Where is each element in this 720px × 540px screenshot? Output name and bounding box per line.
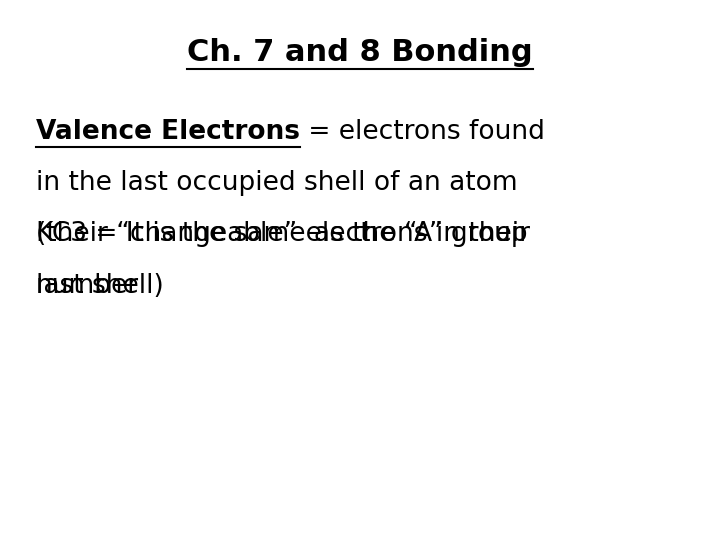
Text: = electrons found: = electrons found	[300, 119, 545, 145]
Text: number: number	[36, 273, 139, 299]
Text: Ch. 7 and 8 Bonding: Ch. 7 and 8 Bonding	[187, 38, 533, 67]
Text: KC3 = It is the same as the “A” group: KC3 = It is the same as the “A” group	[36, 221, 528, 247]
Text: in the last occupied shell of an atom: in the last occupied shell of an atom	[36, 170, 518, 196]
Text: Valence Electrons: Valence Electrons	[36, 119, 300, 145]
Text: (their “changeable” electrons in their: (their “changeable” electrons in their	[36, 221, 530, 247]
Text: last shell): last shell)	[36, 273, 163, 299]
